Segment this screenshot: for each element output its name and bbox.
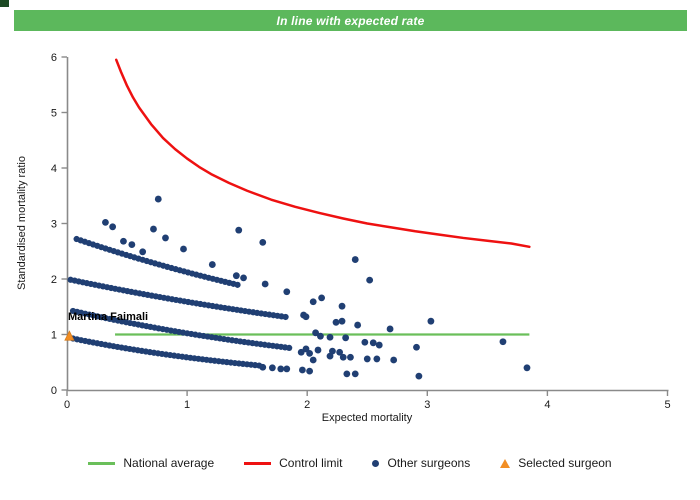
other-surgeon-point (342, 334, 350, 342)
legend-item-control-limit: Control limit (244, 456, 342, 470)
status-banner: In line with expected rate (14, 10, 687, 31)
other-surgeon-point (208, 261, 216, 268)
legend-item-selected-surgeon: Selected surgeon (500, 456, 612, 470)
control-limit-curve (114, 58, 531, 249)
x-tick-label: 3 (424, 399, 430, 411)
other-surgeon-point (277, 365, 285, 373)
other-surgeon-point (363, 355, 371, 363)
other-surgeon-point (499, 338, 507, 346)
other-surgeon-point (240, 274, 247, 282)
other-surgeon-point (139, 248, 147, 256)
other-surgeon-point (180, 245, 187, 253)
y-tick-label: 4 (51, 163, 57, 175)
y-tick-label: 2 (51, 274, 57, 286)
other-surgeon-point (390, 356, 398, 364)
other-surgeon-point (338, 317, 346, 325)
other-surgeon-point (102, 218, 109, 226)
other-surgeon-point (150, 225, 157, 233)
x-tick-label: 1 (184, 399, 190, 411)
x-axis-title: Expected mortality (321, 412, 413, 424)
other-surgeon-point (286, 344, 293, 351)
selected-surgeon-marker (64, 330, 75, 341)
other-surgeon-point (154, 195, 162, 203)
national-average-line-swatch (88, 461, 116, 465)
x-tick-label: 0 (64, 399, 70, 411)
other-surgeon-point (336, 348, 344, 356)
status-banner-text: In line with expected rate (276, 13, 425, 28)
legend-item-other-surgeons: Other surgeons (372, 456, 470, 470)
other-surgeon-point (361, 338, 369, 346)
other-surgeon-point (109, 223, 117, 231)
x-tick-label: 5 (664, 399, 670, 411)
window-corner-fragment (0, 0, 9, 7)
other-surgeon-point (283, 288, 291, 296)
other-surgeon-point (415, 372, 423, 380)
other-surgeon-point (351, 256, 359, 263)
other-surgeon-point (347, 353, 354, 361)
legend-label: Other surgeons (387, 456, 471, 470)
other-surgeon-point (351, 370, 359, 378)
selected-surgeon-triangle-swatch (500, 458, 511, 468)
y-axis-title: Standardised mortality ratio (16, 156, 28, 290)
other-surgeon-point (162, 234, 169, 242)
other-surgeon-point (339, 353, 347, 361)
legend-item-national-average: National average (88, 456, 214, 470)
other-surgeon-point (332, 318, 340, 326)
other-surgeon-point (373, 355, 381, 363)
other-surgeon-point (282, 313, 289, 321)
other-surgeon-point (306, 367, 314, 375)
other-surgeon-point (523, 364, 531, 372)
y-tick-label: 1 (51, 330, 57, 342)
other-surgeon-point (318, 294, 326, 302)
selected-surgeon-label: Martina Faimali (68, 311, 149, 323)
legend-label: Control limit (279, 456, 343, 470)
y-tick-label: 5 (51, 108, 57, 120)
y-tick-label: 0 (51, 385, 57, 397)
other-surgeon-point (259, 238, 267, 246)
legend-label: National average (123, 456, 215, 470)
legend: National average Control limit Other sur… (0, 456, 700, 470)
other-surgeon-point (302, 313, 310, 321)
other-surgeon-point (314, 346, 322, 354)
other-surgeons-dot-swatch (372, 459, 380, 467)
other-surgeon-point (298, 366, 306, 374)
legend-label: Selected surgeon (518, 456, 612, 470)
control-limit-line-swatch (244, 461, 272, 465)
other-surgeon-point (329, 347, 336, 355)
other-surgeon-point (326, 333, 334, 341)
other-surgeon-point (283, 365, 291, 373)
other-surgeon-point (386, 325, 394, 333)
other-surgeon-point (120, 237, 127, 245)
other-surgeon-point (232, 272, 240, 280)
other-surgeon-point (268, 364, 276, 372)
other-surgeon-point (128, 241, 136, 248)
other-surgeon-point (297, 348, 305, 356)
other-surgeon-point (309, 356, 317, 364)
y-tick-label: 6 (51, 52, 57, 64)
other-surgeon-point (366, 276, 374, 284)
x-tick-label: 4 (544, 399, 550, 411)
other-surgeon-point (312, 329, 320, 337)
other-surgeon-point (338, 302, 346, 310)
other-surgeon-point (369, 339, 377, 347)
other-surgeon-point (259, 363, 267, 371)
other-surgeon-point (261, 280, 269, 288)
other-surgeon-point (375, 341, 383, 349)
other-surgeon-point (354, 321, 362, 329)
other-surgeon-point (235, 226, 243, 234)
other-surgeon-point (427, 317, 435, 325)
y-tick-label: 3 (51, 219, 57, 231)
other-surgeon-point (234, 281, 241, 288)
x-tick-label: 2 (304, 399, 310, 411)
other-surgeon-point (413, 343, 420, 351)
other-surgeon-point (306, 349, 314, 357)
other-surgeon-point (317, 332, 324, 340)
other-surgeon-point (343, 370, 351, 378)
other-surgeon-point (309, 298, 317, 306)
